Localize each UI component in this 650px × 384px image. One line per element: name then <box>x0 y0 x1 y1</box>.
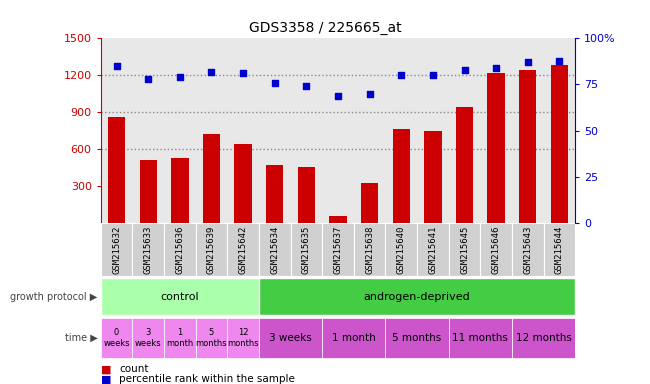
Bar <box>171 157 188 223</box>
Point <box>238 70 248 76</box>
Text: GSM215646: GSM215646 <box>491 225 500 274</box>
FancyBboxPatch shape <box>354 223 385 276</box>
FancyBboxPatch shape <box>291 223 322 276</box>
Text: 12 months: 12 months <box>515 333 571 343</box>
Point <box>206 68 216 74</box>
FancyBboxPatch shape <box>385 223 417 276</box>
Text: GSM215638: GSM215638 <box>365 225 374 274</box>
Text: GSM215643: GSM215643 <box>523 225 532 274</box>
Text: 1 month: 1 month <box>332 333 376 343</box>
Text: control: control <box>161 291 199 302</box>
FancyBboxPatch shape <box>480 223 512 276</box>
FancyBboxPatch shape <box>385 318 448 358</box>
Text: percentile rank within the sample: percentile rank within the sample <box>119 374 295 384</box>
Text: 0
weeks: 0 weeks <box>103 328 130 348</box>
Point <box>270 79 280 86</box>
FancyBboxPatch shape <box>322 223 354 276</box>
Bar <box>266 165 283 223</box>
Text: androgen-deprived: androgen-deprived <box>364 291 471 302</box>
Text: GSM215641: GSM215641 <box>428 225 437 274</box>
FancyBboxPatch shape <box>227 223 259 276</box>
FancyBboxPatch shape <box>259 318 322 358</box>
Point <box>554 58 565 64</box>
Bar <box>330 216 346 223</box>
FancyBboxPatch shape <box>101 318 133 358</box>
FancyBboxPatch shape <box>101 223 133 276</box>
FancyBboxPatch shape <box>512 223 543 276</box>
Bar <box>108 117 125 223</box>
Text: time ▶: time ▶ <box>65 333 98 343</box>
Point <box>460 67 470 73</box>
Text: 5 months: 5 months <box>393 333 442 343</box>
Bar <box>235 144 252 223</box>
Point <box>111 63 122 69</box>
Text: GSM215640: GSM215640 <box>396 225 406 274</box>
FancyBboxPatch shape <box>512 318 575 358</box>
FancyBboxPatch shape <box>448 223 480 276</box>
Text: GDS3358 / 225665_at: GDS3358 / 225665_at <box>249 21 401 35</box>
FancyBboxPatch shape <box>227 318 259 358</box>
FancyBboxPatch shape <box>164 318 196 358</box>
Point <box>428 72 438 78</box>
Text: 3 weeks: 3 weeks <box>269 333 312 343</box>
Point <box>175 74 185 80</box>
Bar <box>361 184 378 223</box>
FancyBboxPatch shape <box>543 223 575 276</box>
Point <box>365 91 375 97</box>
Text: GSM215634: GSM215634 <box>270 225 280 274</box>
Point <box>301 83 311 89</box>
FancyBboxPatch shape <box>133 318 164 358</box>
Text: GSM215645: GSM215645 <box>460 225 469 274</box>
FancyBboxPatch shape <box>133 223 164 276</box>
Text: GSM215635: GSM215635 <box>302 225 311 274</box>
Text: GSM215633: GSM215633 <box>144 225 153 274</box>
Bar <box>519 70 536 223</box>
FancyBboxPatch shape <box>196 223 228 276</box>
FancyBboxPatch shape <box>417 223 448 276</box>
Text: count: count <box>119 364 148 374</box>
FancyBboxPatch shape <box>448 318 512 358</box>
Point <box>333 93 343 99</box>
Point <box>396 72 406 78</box>
Bar <box>488 73 505 223</box>
FancyBboxPatch shape <box>259 278 575 315</box>
Text: GSM215644: GSM215644 <box>555 225 564 274</box>
Bar <box>551 65 568 223</box>
Bar <box>298 167 315 223</box>
Text: ■: ■ <box>101 374 115 384</box>
FancyBboxPatch shape <box>196 318 228 358</box>
Bar <box>203 134 220 223</box>
Text: 12
months: 12 months <box>227 328 259 348</box>
Text: 11 months: 11 months <box>452 333 508 343</box>
Text: ■: ■ <box>101 364 115 374</box>
FancyBboxPatch shape <box>164 223 196 276</box>
Bar <box>393 129 410 223</box>
Text: 3
weeks: 3 weeks <box>135 328 161 348</box>
Text: GSM215632: GSM215632 <box>112 225 121 274</box>
FancyBboxPatch shape <box>101 278 259 315</box>
FancyBboxPatch shape <box>322 318 385 358</box>
FancyBboxPatch shape <box>259 223 291 276</box>
Point <box>143 76 153 82</box>
Bar <box>424 131 441 223</box>
Text: 1
month: 1 month <box>166 328 194 348</box>
Text: GSM215637: GSM215637 <box>333 225 343 274</box>
Bar <box>456 107 473 223</box>
Text: growth protocol ▶: growth protocol ▶ <box>10 291 98 302</box>
Text: GSM215639: GSM215639 <box>207 225 216 274</box>
Text: GSM215636: GSM215636 <box>176 225 185 274</box>
Bar <box>140 160 157 223</box>
Text: GSM215642: GSM215642 <box>239 225 248 274</box>
Point <box>491 65 501 71</box>
Text: 5
months: 5 months <box>196 328 228 348</box>
Point <box>523 59 533 65</box>
